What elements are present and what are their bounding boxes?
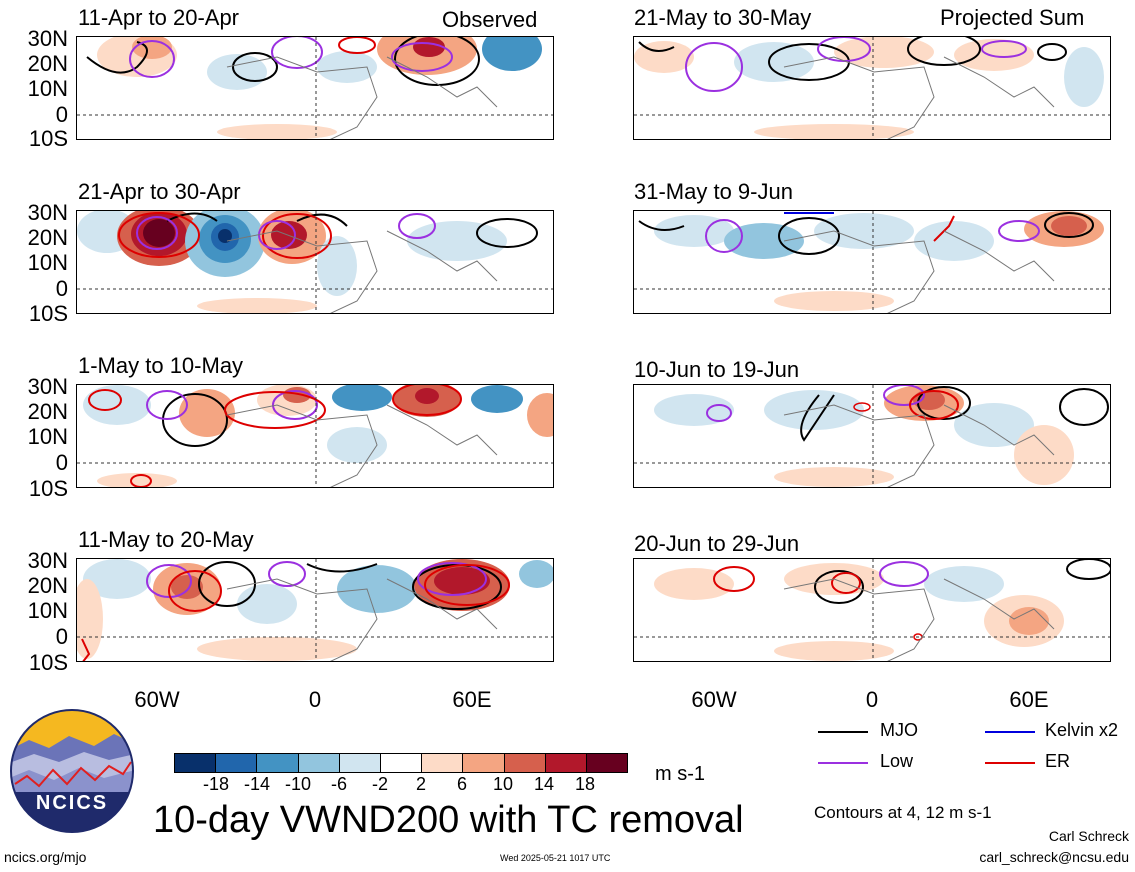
kelvin-legend-label: Kelvin x2	[1045, 720, 1119, 740]
lon-label: 60W	[691, 687, 737, 712]
contours-note: Contours at 4, 12 m s-1	[814, 803, 992, 822]
colorbar-swatch	[297, 754, 339, 772]
lat-label: 10S	[28, 301, 68, 326]
er-legend-line	[985, 762, 1035, 764]
colorbar-units: m s-1	[655, 763, 705, 785]
logo-text: NCICS	[35, 792, 109, 814]
lat-label: 20N	[27, 51, 68, 76]
low-legend-label: Low	[880, 751, 914, 771]
panel-title: 20-Jun to 29-Jun	[634, 531, 800, 556]
colorbar-swatch	[544, 754, 586, 772]
lat-label: 10N	[27, 76, 68, 101]
email: carl_schreck@ncsu.edu	[979, 849, 1129, 865]
panel-title: 11-Apr to 20-Apr	[78, 5, 240, 30]
lat-label: 0	[55, 102, 68, 127]
colorbar-swatch	[462, 754, 504, 772]
lon-label: 60E	[452, 687, 492, 712]
lat-label: 10S	[28, 476, 68, 501]
observed-label: Observed	[442, 7, 538, 32]
lon-label: 0	[865, 687, 879, 712]
kelvin-legend-line	[985, 731, 1035, 733]
colorbar-tick: 18	[574, 774, 596, 794]
colorbar-swatch	[421, 754, 463, 772]
colorbar-tick: -18	[202, 774, 229, 794]
lat-label: 20N	[27, 573, 68, 598]
colorbar-tick: 10	[492, 774, 514, 794]
colorbar-tick: -6	[330, 774, 347, 794]
lat-label: 30N	[27, 26, 68, 51]
figure-title: 10-day VWND200 with TC removal	[153, 799, 744, 841]
panel-title: 10-Jun to 19-Jun	[634, 357, 800, 382]
colorbar-tick: 14	[533, 774, 555, 794]
projected-sum-label: Projected Sum	[940, 5, 1085, 30]
lat-label: 10S	[28, 650, 68, 675]
map-panel	[633, 384, 1111, 488]
lat-label: 30N	[27, 200, 68, 225]
colorbar-swatch	[585, 754, 628, 772]
lat-label: 30N	[27, 374, 68, 399]
colorbar-tick: -2	[371, 774, 388, 794]
map-panel	[76, 384, 554, 488]
lat-label: 10N	[27, 598, 68, 623]
colorbar-swatch	[215, 754, 257, 772]
lat-label: 0	[55, 624, 68, 649]
mjo-legend-line	[818, 731, 868, 733]
lat-label: 10N	[27, 250, 68, 275]
lat-label: 30N	[27, 548, 68, 573]
colorbar-tick: 6	[456, 774, 467, 794]
ncics-logo: NCICS	[9, 708, 135, 834]
colorbar-swatch	[338, 754, 380, 772]
colorbar	[174, 753, 628, 773]
lat-label: 10S	[28, 126, 68, 151]
lon-label: 60W	[134, 687, 180, 712]
map-panel	[633, 558, 1111, 662]
er-legend-label: ER	[1045, 751, 1071, 771]
map-panel	[76, 210, 554, 314]
lat-label: 20N	[27, 225, 68, 250]
timestamp: Wed 2025-05-21 1017 UTC	[500, 853, 611, 863]
map-panel	[633, 36, 1111, 140]
map-panel	[76, 36, 554, 140]
lat-label: 10N	[27, 424, 68, 449]
panel-title: 21-Apr to 30-Apr	[78, 179, 241, 204]
lat-label: 0	[55, 450, 68, 475]
panel-title: 11-May to 20-May	[78, 527, 254, 552]
colorbar-tick: -10	[284, 774, 311, 794]
colorbar-swatch	[379, 754, 422, 772]
low-legend-line	[818, 762, 868, 764]
author: Carl Schreck	[1048, 828, 1129, 844]
colorbar-swatch	[175, 754, 216, 772]
panel-title: 31-May to 9-Jun	[634, 179, 793, 204]
lat-label: 20N	[27, 399, 68, 424]
colorbar-swatch	[256, 754, 298, 772]
colorbar-tick: -14	[243, 774, 270, 794]
panel-title: 1-May to 10-May	[78, 353, 244, 378]
lon-label: 0	[308, 687, 322, 712]
map-panel	[633, 210, 1111, 314]
lon-label: 60E	[1009, 687, 1049, 712]
mjo-legend-label: MJO	[880, 720, 918, 740]
colorbar-tick: 2	[415, 774, 426, 794]
colorbar-swatch	[503, 754, 545, 772]
map-panel	[76, 558, 554, 662]
website-url: ncics.org/mjo	[4, 849, 87, 865]
lat-label: 0	[55, 276, 68, 301]
panel-title: 21-May to 30-May	[634, 5, 812, 30]
